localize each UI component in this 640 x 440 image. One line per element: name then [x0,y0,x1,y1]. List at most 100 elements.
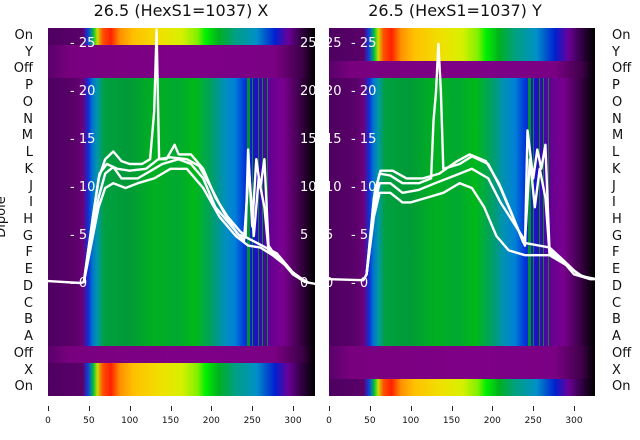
row-label: On [14,28,33,43]
row-label: H [23,212,33,227]
heatmap-row-on [329,28,595,45]
x-tick-mark [252,406,254,411]
row-label: Off [13,61,33,77]
overlay-y-tick-label-right: 25 [300,36,315,51]
overlay-y-tick-label-right: 0 [329,276,334,291]
row-label: C [23,295,33,311]
row-label: B [24,312,33,328]
heatmap-row-on [48,28,315,45]
x-tick-mark [574,406,575,411]
row-label: F [612,245,620,261]
heatmap-strip [528,78,532,346]
x-tick-label: 250 [524,416,542,426]
row-label: K [612,161,621,177]
overlay-line-trace-1 [48,28,315,286]
overlay-y-tick-label-right: 10 [329,180,342,195]
x-tick-label: 150 [442,416,461,426]
row-label: G [612,228,623,244]
row-label: L [25,145,33,161]
heatmap-panel-y: - 0 0 - 5 5 - 10 10 - 15 15 - 20 20 - 25 25 [329,28,595,396]
heatmap-strip [533,78,535,346]
x-tick-label: 200 [202,416,220,426]
overlay-y-tick-label: - 5 [70,228,88,243]
overlay-lines [48,28,315,286]
x-tick-label: 50 [83,416,95,426]
row-label: I [612,195,616,211]
heatmap-row-y [329,44,595,62]
overlay-y-tick-label: - 0 [70,276,88,291]
row-label: On [14,379,33,395]
overlay-y-tick-label-right: 15 [329,132,342,147]
heatmap-row-off [329,61,595,79]
heatmap-row-x [329,362,595,380]
heatmap-strip [542,78,544,346]
row-label: X [612,362,621,378]
title-x: 26.5 (HexS1=1037) X [93,1,269,20]
x-tick-mark [293,406,294,411]
overlay-y-tick-label-right: 10 [300,180,315,195]
heatmap-row-off [48,61,315,79]
overlay-y-tick-label: - 0 [351,276,369,291]
row-label: A [24,329,33,345]
x-tick-label: 150 [161,416,180,426]
row-label: E [612,262,621,278]
row-label: Y [25,44,33,60]
overlay-line-trace-3 [365,181,583,278]
row-label: K [24,161,33,177]
x-tick-label: 200 [483,416,501,426]
row-label: On [612,379,631,395]
x-tick-label: 0 [45,416,51,426]
overlay-y-tick-label-right: 15 [300,132,315,147]
row-label: I [29,195,33,211]
overlay-y-tick-label-right: 25 [329,36,342,51]
x-tick-mark [410,406,412,411]
row-label: C [612,295,622,311]
x-tick-label: 300 [284,416,302,426]
overlay-line-trace-3 [82,167,310,285]
row-label: X [24,362,33,378]
x-tick-mark [329,406,330,411]
heatmap-row-x [48,362,315,380]
x-tick-mark [451,406,453,411]
x-tick-mark [211,406,213,411]
heatmap-strip [261,78,263,346]
row-label: F [25,245,33,261]
overlay-y-tick-label: - 20 [351,84,377,99]
heatmap-panel-x: - 0 0 - 5 5 - 10 10 - 15 15 - 20 20 - 25 25 [48,28,315,396]
x-tick-label: 0 [326,416,332,426]
overlay-y-tick-label: - 20 [70,84,96,99]
x-tick-mark [533,406,535,411]
x-tick-label: 50 [364,416,376,426]
row-label: P [612,78,620,94]
row-label: A [612,329,621,345]
overlay-y-tick-label-right: 5 [329,228,334,243]
x-tick-mark [369,406,371,411]
x-tick-mark [170,406,172,411]
heatmap-row-off [329,345,595,363]
y-axis-label: Dipole [0,196,9,238]
row-label: Y [612,44,620,60]
row-label: D [612,278,623,294]
x-tick-label: 100 [121,416,139,426]
heatmap-row-on [329,379,595,396]
title-y: 26.5 (HexS1=1037) Y [368,1,542,20]
overlay-line-trace-1 [329,42,595,282]
row-label: Off [612,345,632,361]
heatmap-strip [247,78,251,346]
overlay-y-tick-label: - 15 [351,132,377,147]
row-label: M [612,128,624,144]
overlay-y-tick-label: - 25 [70,36,96,51]
row-label: D [22,278,33,294]
row-label: P [25,78,33,94]
heatmap-row-on [48,379,315,396]
overlay-y-tick-label: - 25 [351,36,377,51]
row-label: B [612,312,621,328]
row-label: Off [13,345,33,361]
overlay-line-trace-4 [82,156,309,284]
heatmap-strip [257,78,259,346]
row-label: On [612,28,631,43]
x-tick-mark [48,406,49,411]
x-tick-mark [88,406,90,411]
overlay-y-tick-label: - 5 [351,228,369,243]
overlay-y-tick-label-right: 20 [329,84,342,99]
